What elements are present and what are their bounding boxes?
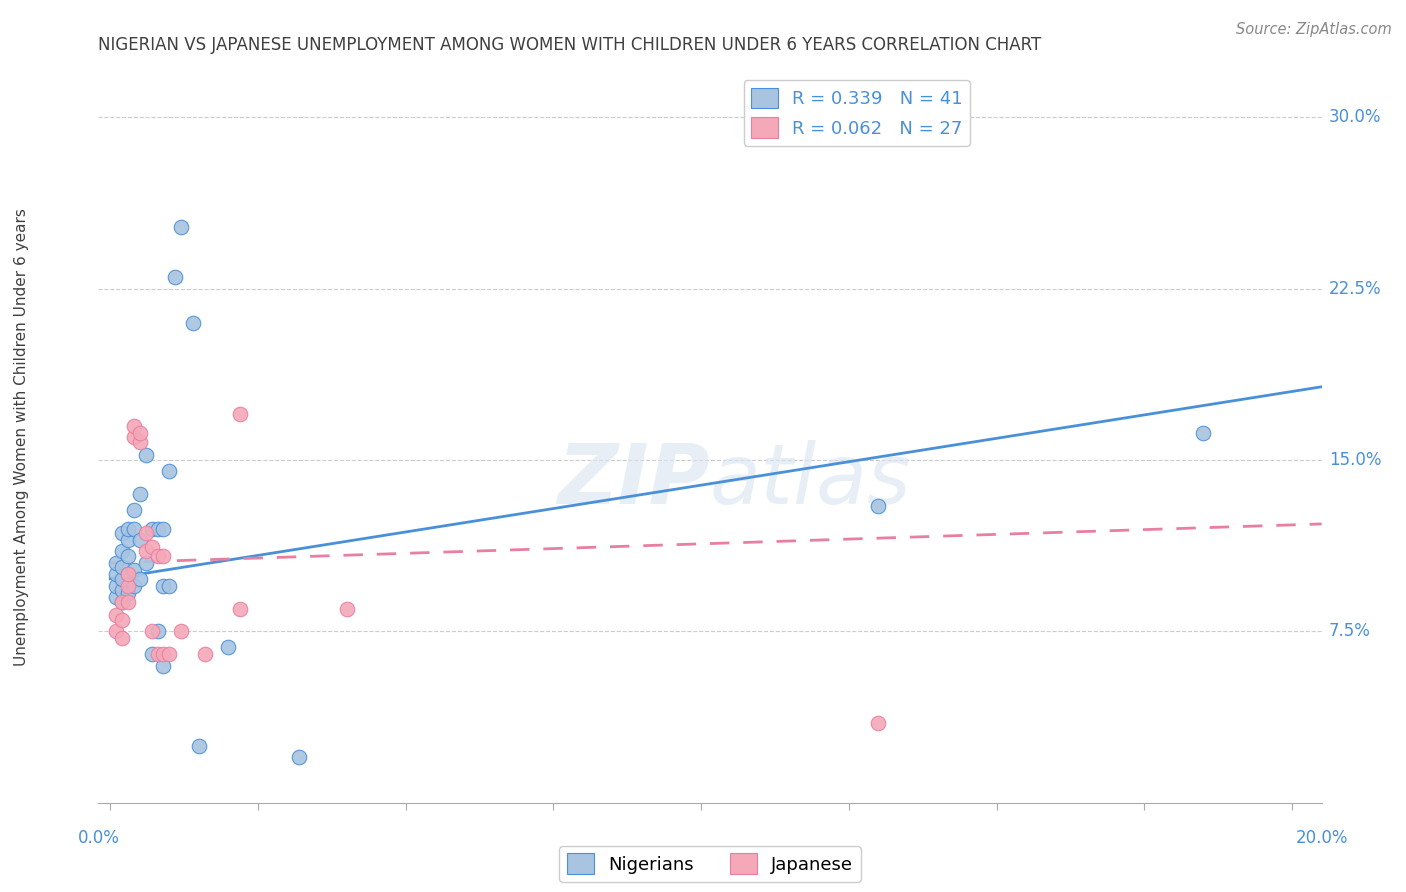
Point <box>122 563 145 577</box>
Text: 22.5%: 22.5% <box>1329 279 1381 298</box>
Point <box>336 601 359 615</box>
Point <box>128 425 150 440</box>
Point <box>141 647 163 661</box>
Point <box>181 316 204 330</box>
Point <box>117 579 139 593</box>
Point <box>152 521 174 535</box>
Point <box>229 407 252 421</box>
Point <box>157 647 180 661</box>
Point <box>111 544 134 558</box>
Point <box>117 521 139 535</box>
Point <box>157 464 180 478</box>
Text: atlas: atlas <box>710 441 911 522</box>
Text: 0.0%: 0.0% <box>77 829 120 847</box>
Point <box>868 499 890 513</box>
Point <box>128 572 150 586</box>
Point <box>152 579 174 593</box>
Point <box>111 583 134 598</box>
Point <box>117 594 139 608</box>
Point <box>135 449 157 463</box>
Point <box>152 658 174 673</box>
Text: 7.5%: 7.5% <box>1329 623 1371 640</box>
Point <box>170 624 193 639</box>
Point <box>165 270 187 285</box>
Point <box>117 567 139 582</box>
Point <box>105 567 128 582</box>
Point <box>146 647 169 661</box>
Point <box>135 556 157 570</box>
Point <box>135 526 157 541</box>
Point <box>146 521 169 535</box>
Point <box>117 585 139 599</box>
Text: Source: ZipAtlas.com: Source: ZipAtlas.com <box>1236 22 1392 37</box>
Point <box>170 219 193 234</box>
Point <box>117 533 139 547</box>
Point <box>146 549 169 563</box>
Point <box>135 544 157 558</box>
Point <box>111 572 134 586</box>
Text: 20.0%: 20.0% <box>1295 829 1348 847</box>
Point <box>105 579 128 593</box>
Point <box>187 739 209 753</box>
Point <box>122 579 145 593</box>
Point <box>111 632 134 646</box>
Point <box>122 430 145 444</box>
Point <box>141 521 163 535</box>
Point <box>868 715 890 730</box>
Point <box>141 624 163 639</box>
Point <box>152 549 174 563</box>
Point <box>194 647 217 661</box>
Point <box>111 594 134 608</box>
Text: Unemployment Among Women with Children Under 6 years: Unemployment Among Women with Children U… <box>14 208 28 666</box>
Point <box>117 549 139 563</box>
Point <box>288 750 311 764</box>
Point <box>1192 425 1215 440</box>
Point <box>117 567 139 582</box>
Point <box>105 556 128 570</box>
Legend: Nigerians, Japanese: Nigerians, Japanese <box>560 847 860 881</box>
Point <box>152 647 174 661</box>
Point <box>105 590 128 604</box>
Text: ZIP: ZIP <box>557 441 710 522</box>
Point <box>111 560 134 574</box>
Point <box>229 601 252 615</box>
Point <box>122 521 145 535</box>
Text: 30.0%: 30.0% <box>1329 108 1381 126</box>
Point <box>122 418 145 433</box>
Point <box>128 487 150 501</box>
Point <box>217 640 239 655</box>
Point <box>105 624 128 639</box>
Point <box>128 533 150 547</box>
Point <box>122 503 145 517</box>
Point <box>141 540 163 554</box>
Point <box>105 608 128 623</box>
Point <box>157 579 180 593</box>
Point <box>111 613 134 627</box>
Point <box>111 594 134 608</box>
Point <box>128 434 150 449</box>
Point <box>111 526 134 541</box>
Text: 15.0%: 15.0% <box>1329 451 1381 469</box>
Text: NIGERIAN VS JAPANESE UNEMPLOYMENT AMONG WOMEN WITH CHILDREN UNDER 6 YEARS CORREL: NIGERIAN VS JAPANESE UNEMPLOYMENT AMONG … <box>98 36 1042 54</box>
Point <box>146 624 169 639</box>
